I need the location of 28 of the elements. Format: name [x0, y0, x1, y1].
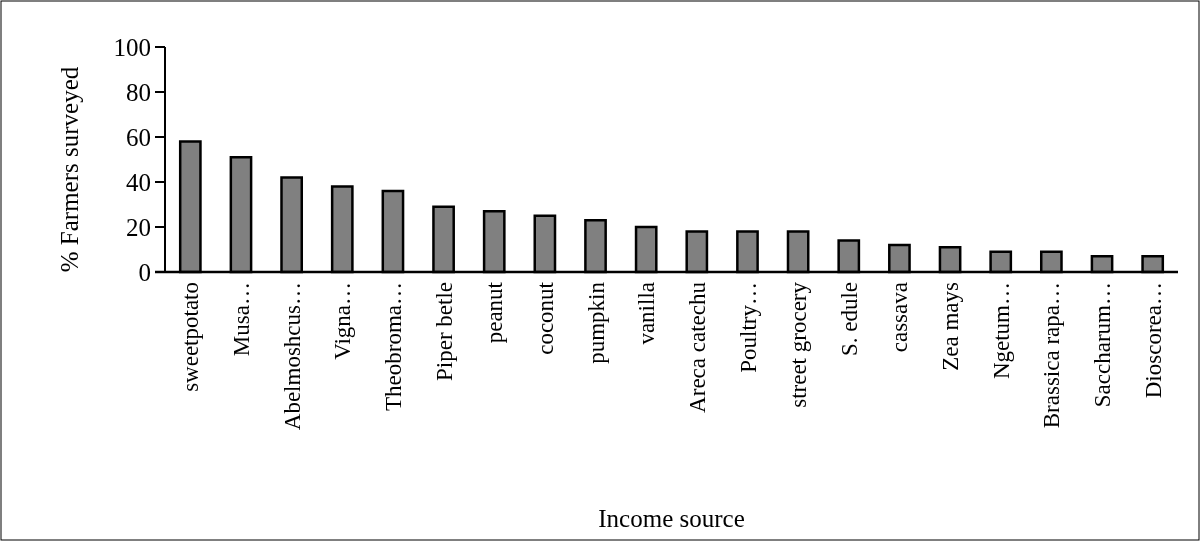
y-axis-title: % Farmers surveyed — [56, 66, 83, 273]
x-tick-label: Theobroma… — [380, 282, 406, 412]
y-tick-label: 60 — [126, 123, 151, 151]
x-tick-label: Piper betle — [431, 282, 457, 381]
x-tick-label: Areca catechu — [684, 281, 710, 413]
y-tick-label: 100 — [113, 33, 151, 61]
x-tick-label: Zea mays — [938, 281, 964, 371]
x-tick-label: Ngetum… — [988, 282, 1014, 380]
x-tick-label: Abelmoshcus… — [279, 282, 305, 431]
x-axis-title: Income source — [598, 505, 745, 532]
x-tick-label: vanilla — [634, 282, 660, 345]
x-tick-label: Brassica rapa… — [1039, 282, 1065, 429]
x-tick-label: cassava — [887, 282, 913, 353]
x-tick-label: pumpkin — [583, 281, 609, 364]
x-tick-label: Poultry… — [735, 282, 761, 373]
x-tick-label: street grocery — [786, 281, 812, 408]
x-tick-label: S. edule — [836, 282, 862, 357]
x-tick-label: Musa… — [229, 282, 255, 357]
y-tick-label: 40 — [126, 168, 151, 196]
y-tick-label: 20 — [126, 213, 151, 241]
x-tick-label: sweetpotato — [178, 282, 204, 392]
x-tick-label: Saccharum… — [1090, 282, 1116, 408]
x-tick-label: Dioscorea… — [1140, 282, 1166, 399]
x-tick-label: coconut — [532, 281, 558, 355]
x-tick-label: Vigna… — [330, 282, 356, 360]
y-tick-label: 0 — [138, 258, 151, 286]
y-tick-label: 80 — [126, 78, 151, 106]
x-tick-label: peanut — [482, 281, 508, 344]
